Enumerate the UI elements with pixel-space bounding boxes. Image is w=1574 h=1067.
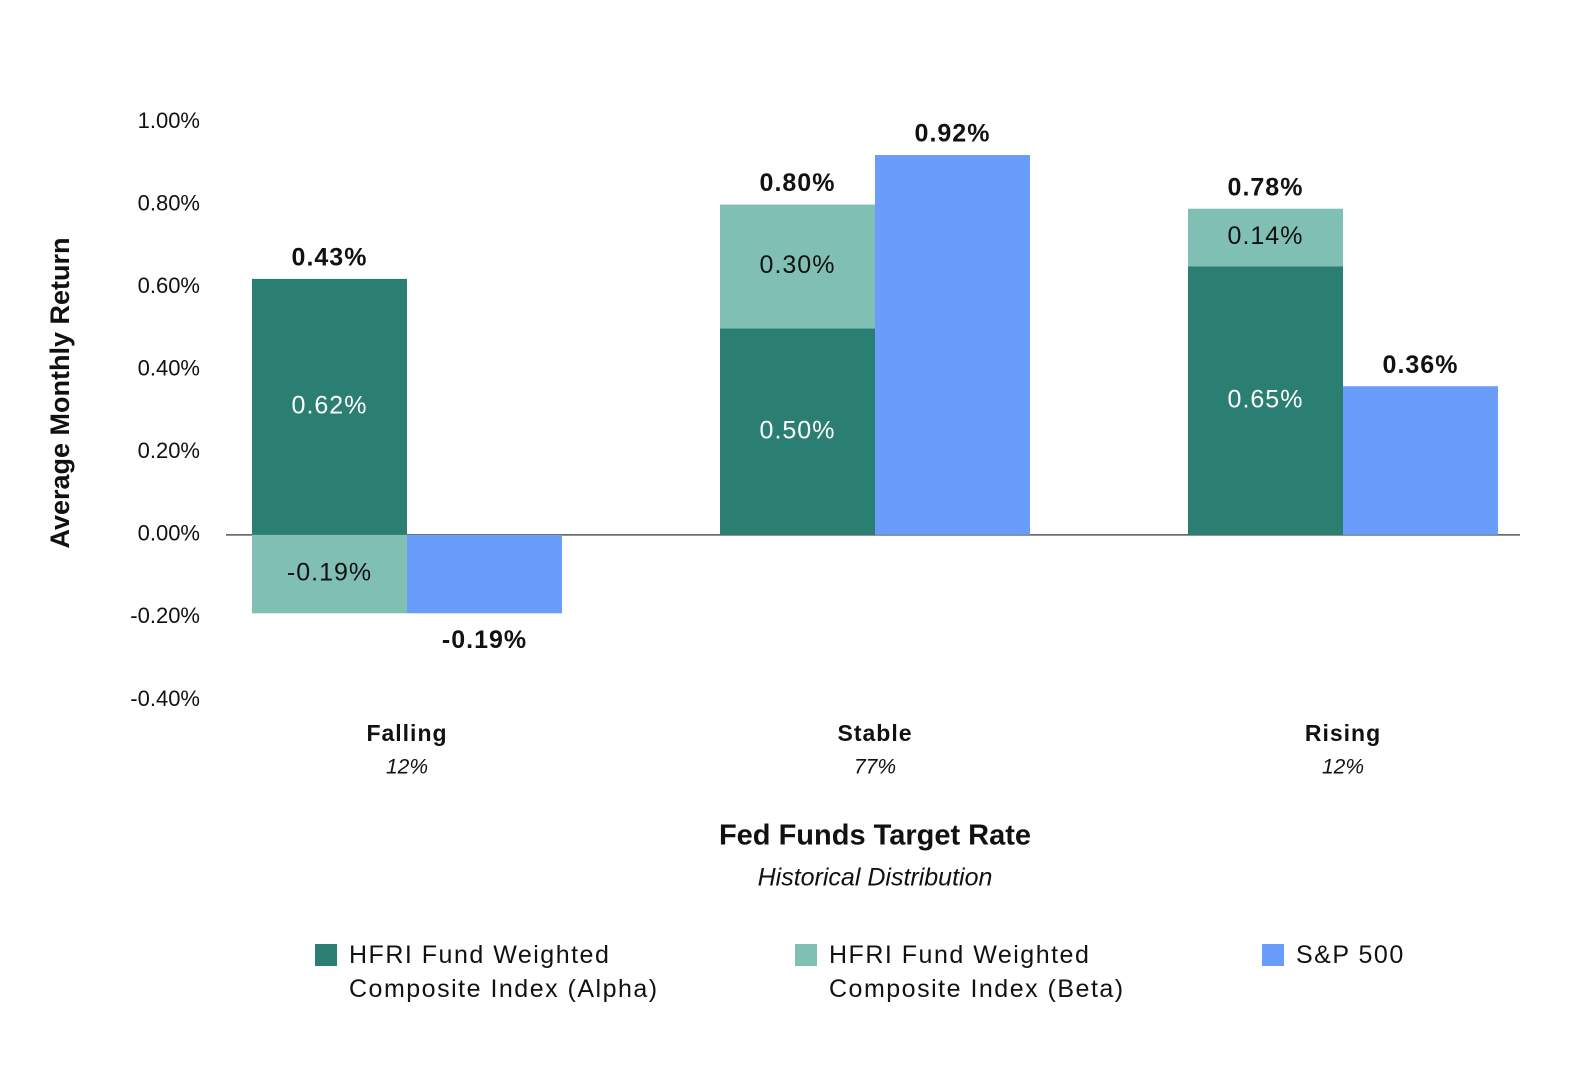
value-label: 0.65% (1228, 385, 1304, 413)
value-label: 0.36% (1383, 351, 1459, 379)
legend-label: S&P 500 (1296, 941, 1405, 969)
value-label: -0.19% (287, 559, 372, 587)
x-tick-label: Stable (837, 720, 912, 746)
legend-label: HFRI Fund Weighted Composite Index (Beta… (829, 941, 1125, 1003)
y-tick-label: 0.00% (138, 521, 200, 546)
value-label: 0.50% (760, 416, 836, 444)
legend-item: HFRI Fund Weighted Composite Index (Beta… (795, 938, 1195, 1006)
bar (720, 328, 875, 535)
y-axis-title: Average Monthly Return (45, 237, 75, 548)
total-label: 0.80% (760, 169, 836, 197)
value-label: 0.92% (915, 120, 991, 148)
value-label: 0.30% (760, 251, 836, 279)
y-tick-label: 0.80% (138, 190, 200, 215)
bar (875, 155, 1030, 535)
chart: Average Monthly Return Fed Funds Target … (45, 108, 1520, 892)
bar (1188, 266, 1343, 535)
legend-swatch (1262, 944, 1284, 966)
total-label: 0.78% (1228, 173, 1304, 201)
x-tick-label: Falling (366, 720, 447, 746)
legend-swatch (795, 944, 817, 966)
y-tick-label: -0.40% (130, 686, 200, 711)
value-label: 0.14% (1228, 222, 1304, 250)
y-tick-label: 0.20% (138, 438, 200, 463)
bar (720, 204, 875, 329)
bar (252, 278, 407, 535)
legend-label: HFRI Fund Weighted Composite Index (Alph… (349, 941, 659, 1003)
distribution-label: 77% (854, 756, 896, 779)
legend-item: HFRI Fund Weighted Composite Index (Alph… (315, 938, 715, 1006)
legend-item: S&P 500 (1262, 938, 1512, 972)
distribution-label: 12% (386, 756, 428, 779)
bar (407, 534, 562, 614)
x-axis-title: Fed Funds Target Rate (719, 820, 1031, 852)
y-tick-label: 0.60% (138, 273, 200, 298)
legend: HFRI Fund Weighted Composite Index (Alph… (0, 938, 1574, 1018)
distribution-label: 12% (1322, 756, 1364, 779)
bar (1188, 208, 1343, 267)
legend-swatch (315, 944, 337, 966)
total-label: 0.43% (292, 243, 368, 271)
bar (1343, 386, 1498, 535)
x-axis-subtitle: Historical Distribution (758, 864, 993, 892)
y-tick-label: 1.00% (138, 108, 200, 133)
y-tick-label: -0.20% (130, 603, 200, 628)
x-tick-label: Rising (1305, 720, 1381, 746)
value-label: 0.62% (292, 391, 368, 419)
bar (252, 534, 407, 614)
y-tick-label: 0.40% (138, 356, 200, 381)
value-label: -0.19% (442, 626, 527, 654)
